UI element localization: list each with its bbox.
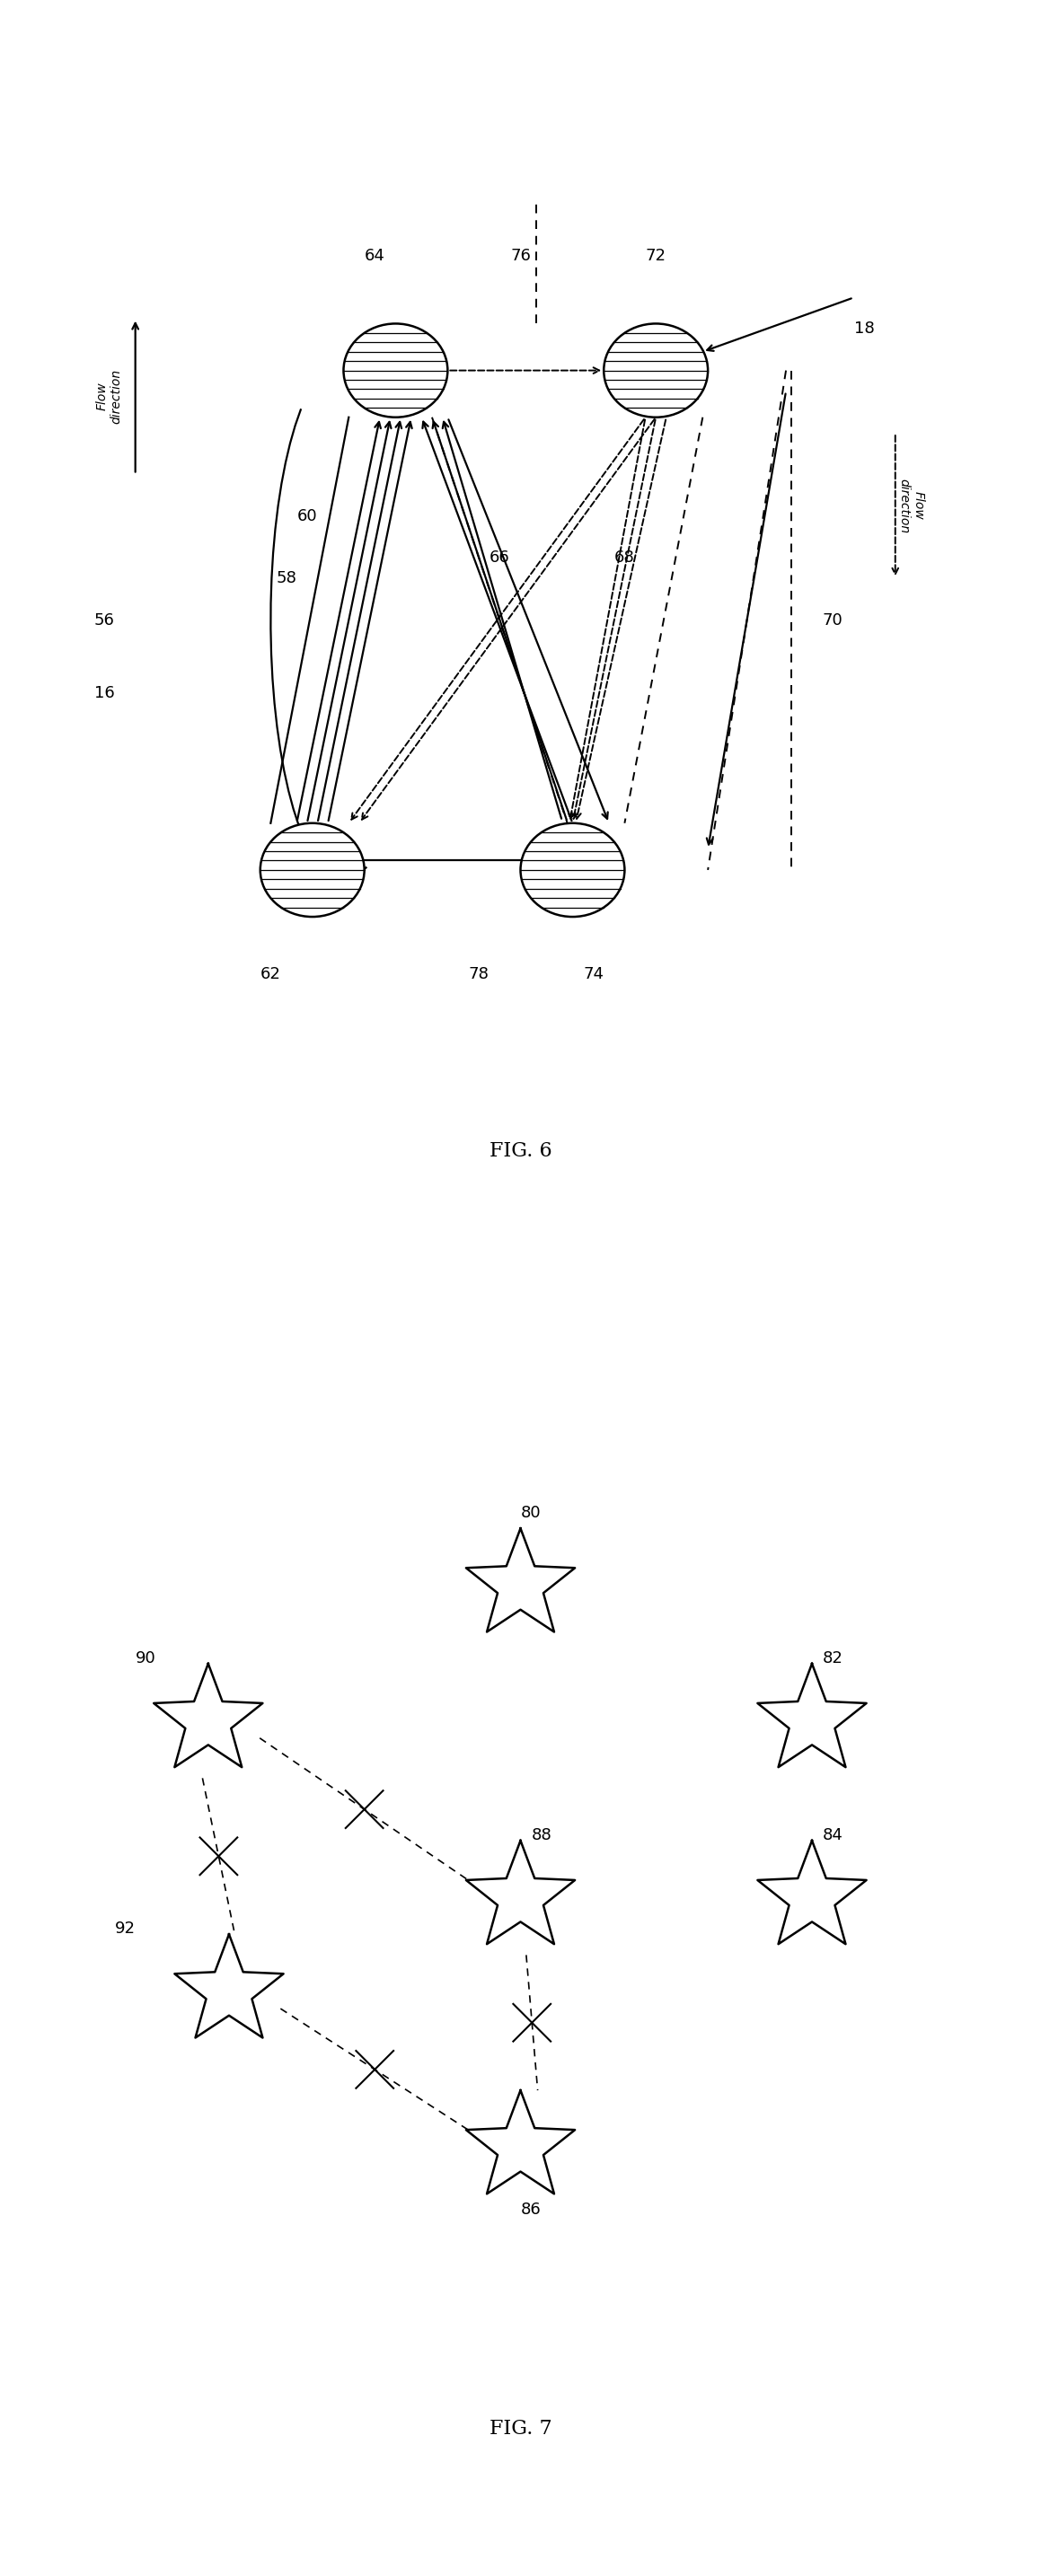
Text: 78: 78 [468, 966, 489, 981]
Text: 64: 64 [364, 247, 385, 265]
Ellipse shape [344, 325, 448, 417]
Ellipse shape [520, 824, 625, 917]
Text: FIG. 6: FIG. 6 [489, 1141, 552, 1162]
Text: 80: 80 [520, 1504, 541, 1520]
Text: 72: 72 [645, 247, 666, 265]
Text: 18: 18 [854, 322, 874, 337]
Text: 60: 60 [297, 507, 318, 526]
Polygon shape [466, 2089, 575, 2195]
Text: 68: 68 [614, 549, 635, 567]
Text: 58: 58 [276, 569, 297, 587]
Text: 16: 16 [94, 685, 115, 701]
Text: 70: 70 [822, 613, 843, 629]
Text: 62: 62 [260, 966, 281, 981]
Text: 92: 92 [115, 1922, 135, 1937]
Polygon shape [466, 1842, 575, 1945]
Text: 90: 90 [135, 1651, 156, 1667]
Ellipse shape [260, 824, 364, 917]
Ellipse shape [604, 325, 708, 417]
Text: 88: 88 [531, 1826, 552, 1844]
Text: 86: 86 [520, 2202, 541, 2218]
Text: 76: 76 [510, 247, 531, 265]
Text: FIG. 7: FIG. 7 [489, 2419, 552, 2439]
Text: Flow
direction: Flow direction [96, 368, 123, 425]
Text: 74: 74 [583, 966, 604, 981]
Polygon shape [154, 1664, 262, 1767]
Text: Flow
direction: Flow direction [897, 479, 924, 533]
Polygon shape [758, 1842, 866, 1945]
Text: 56: 56 [94, 613, 115, 629]
Text: 66: 66 [489, 549, 510, 567]
Polygon shape [758, 1664, 866, 1767]
Text: 82: 82 [822, 1651, 843, 1667]
Polygon shape [175, 1935, 283, 2038]
Polygon shape [466, 1528, 575, 1633]
Text: 84: 84 [822, 1826, 843, 1844]
